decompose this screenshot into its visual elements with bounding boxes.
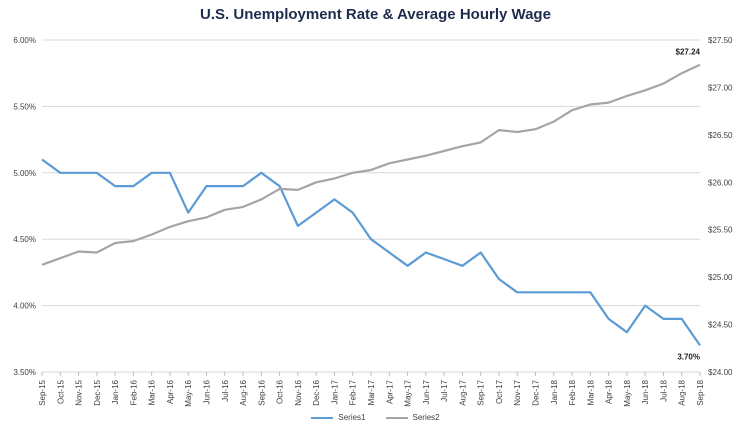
x-axis-tick-label: Oct-16	[276, 379, 285, 404]
x-axis-tick-label: Dec-16	[312, 379, 321, 405]
data-label: $27.24	[676, 48, 701, 57]
x-axis-tick-label: Jul-18	[659, 379, 668, 401]
left-axis-tick-label: 5.50%	[13, 102, 36, 111]
x-axis-tick-label: Apr-18	[605, 379, 614, 404]
right-axis-tick-label: $26.50	[708, 131, 733, 140]
x-axis-tick-label: Jul-17	[440, 379, 449, 401]
x-axis-tick-label: Mar-17	[367, 379, 376, 405]
x-axis-tick-label: Jan-18	[550, 379, 559, 404]
x-axis-tick-label: May-18	[623, 379, 632, 406]
x-axis-tick-label: May-17	[404, 379, 413, 406]
right-axis-tick-label: $27.00	[708, 83, 733, 92]
right-axis-tick-label: $26.00	[708, 178, 733, 187]
left-axis-tick-label: 3.50%	[13, 368, 36, 377]
x-axis-tick-label: Apr-16	[166, 379, 175, 404]
x-axis-tick-label: Aug-18	[678, 379, 687, 405]
x-axis-tick-label: Mar-16	[148, 379, 157, 405]
x-axis-tick-label: Sep-18	[696, 379, 705, 405]
x-axis-tick-label: Feb-18	[568, 379, 577, 405]
left-axis-tick-label: 5.00%	[13, 169, 36, 178]
x-axis-tick-label: Feb-16	[129, 379, 138, 405]
x-axis-tick-label: Jan-16	[111, 379, 120, 404]
data-label: 3.70%	[677, 352, 700, 361]
x-axis-tick-label: Aug-16	[239, 379, 248, 405]
legend-swatch-series1	[311, 416, 334, 419]
left-axis-tick-label: 4.00%	[13, 302, 36, 311]
legend-label-series1: Series1	[338, 413, 366, 422]
x-axis-tick-label: Jun-17	[422, 379, 431, 404]
x-axis-tick-label: Nov-16	[294, 379, 303, 405]
series-line-series1	[41, 158, 701, 347]
right-axis-tick-label: $25.50	[708, 226, 733, 235]
x-axis-tick-label: Dec-15	[93, 379, 102, 405]
legend-item-series1: Series1	[311, 413, 366, 422]
x-axis-tick-label: Jun-18	[641, 379, 650, 404]
x-axis-tick-label: Nov-15	[75, 379, 84, 405]
x-axis-tick-label: Sep-17	[477, 379, 486, 405]
legend-swatch-series2	[385, 416, 408, 419]
right-axis-tick-label: $27.50	[708, 36, 733, 45]
chart-title: U.S. Unemployment Rate & Average Hourly …	[200, 6, 551, 23]
left-axis-tick-label: 6.00%	[13, 36, 36, 45]
series-line-series2	[41, 63, 701, 266]
x-axis-tick-label: Dec-17	[532, 379, 541, 405]
x-axis-tick-label: Nov-17	[513, 379, 522, 405]
x-axis-tick-label: Feb-17	[349, 379, 358, 405]
x-axis-tick-label: Apr-17	[385, 379, 394, 404]
legend-item-series2: Series2	[385, 413, 440, 422]
x-axis-tick-label: Sep-15	[38, 379, 47, 405]
x-axis-tick-label: May-16	[184, 379, 193, 406]
legend-label-series2: Series2	[412, 413, 440, 422]
x-axis-tick-label: Oct-17	[495, 379, 504, 404]
left-axis-tick-label: 4.50%	[13, 235, 36, 244]
right-axis-tick-label: $25.00	[708, 273, 733, 282]
x-axis-tick-label: Jul-16	[221, 379, 230, 401]
x-axis-tick-label: Jun-16	[203, 379, 212, 404]
x-axis-tick-label: Aug-17	[458, 379, 467, 405]
x-axis-tick-label: Oct-15	[56, 379, 65, 404]
right-axis-tick-label: $24.00	[708, 368, 733, 377]
right-axis-tick-label: $24.50	[708, 321, 733, 330]
x-axis-tick-label: Mar-18	[586, 379, 595, 405]
chart-legend: Series1 Series2	[0, 413, 751, 422]
x-axis-tick-label: Sep-16	[257, 379, 266, 405]
x-axis-tick-label: Jan-17	[330, 379, 339, 404]
